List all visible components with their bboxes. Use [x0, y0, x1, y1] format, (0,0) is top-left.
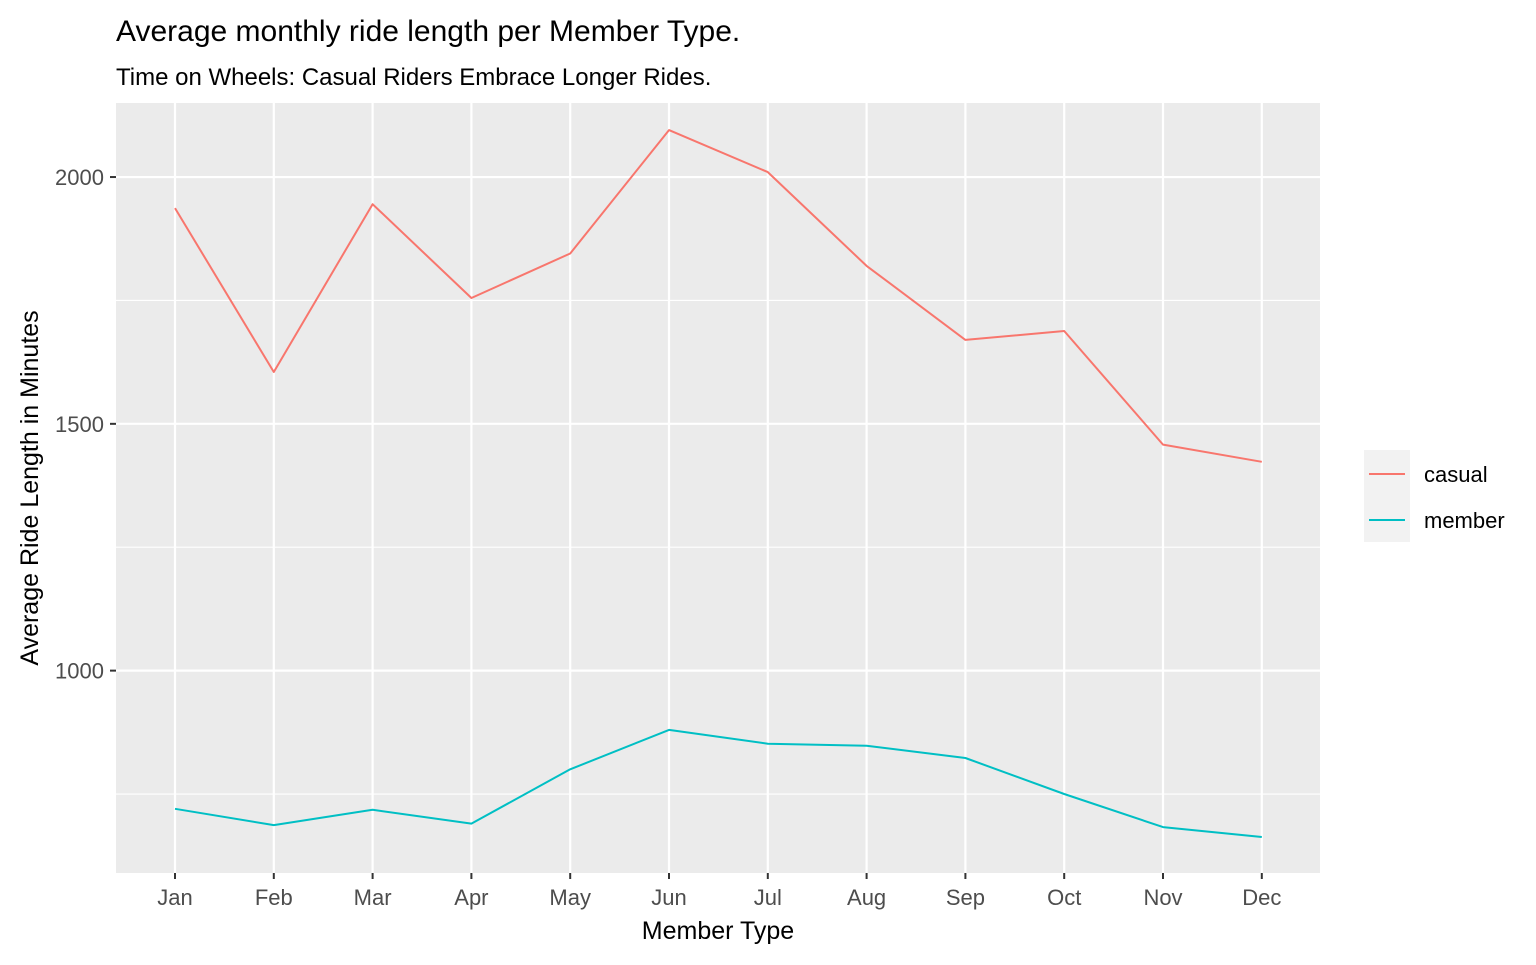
chart-subtitle: Time on Wheels: Casual Riders Embrace Lo…: [116, 64, 711, 91]
x-tick-label: Jun: [651, 885, 686, 910]
x-tick-label: Jan: [157, 885, 192, 910]
x-tick-label: Sep: [946, 885, 985, 910]
x-tick-label: Mar: [354, 885, 392, 910]
series-line-member: [174, 728, 1262, 838]
chart-title: Average monthly ride length per Member T…: [116, 15, 740, 48]
legend: casual member: [1364, 450, 1505, 542]
series-lines: [174, 129, 1262, 838]
x-tick-label: Dec: [1242, 885, 1281, 910]
legend-key-background: [1364, 450, 1410, 542]
axes: 1000 1500 2000 Jan Feb Mar Apr May Jun Jul Aug Sep O…: [55, 165, 1281, 910]
x-tick-label: Jul: [754, 885, 782, 910]
x-tick-label: Nov: [1143, 885, 1182, 910]
x-tick-label: Aug: [847, 885, 886, 910]
plot-panel: [116, 103, 1320, 873]
y-tick-label: 2000: [55, 165, 104, 190]
x-tick-label: Apr: [454, 885, 488, 910]
x-axis-title: Member Type: [642, 917, 794, 945]
y-tick-label: 1500: [55, 412, 104, 437]
legend-label-member: member: [1424, 508, 1505, 533]
legend-label-casual: casual: [1424, 462, 1488, 487]
x-tick-label: May: [549, 885, 591, 910]
series-line-casual: [174, 129, 1262, 463]
y-axis-title: Average Ride Length in Minutes: [16, 310, 44, 665]
x-tick-label: Feb: [255, 885, 293, 910]
gridlines: [116, 103, 1320, 873]
y-tick-label: 1000: [55, 659, 104, 684]
x-tick-label: Oct: [1047, 885, 1081, 910]
